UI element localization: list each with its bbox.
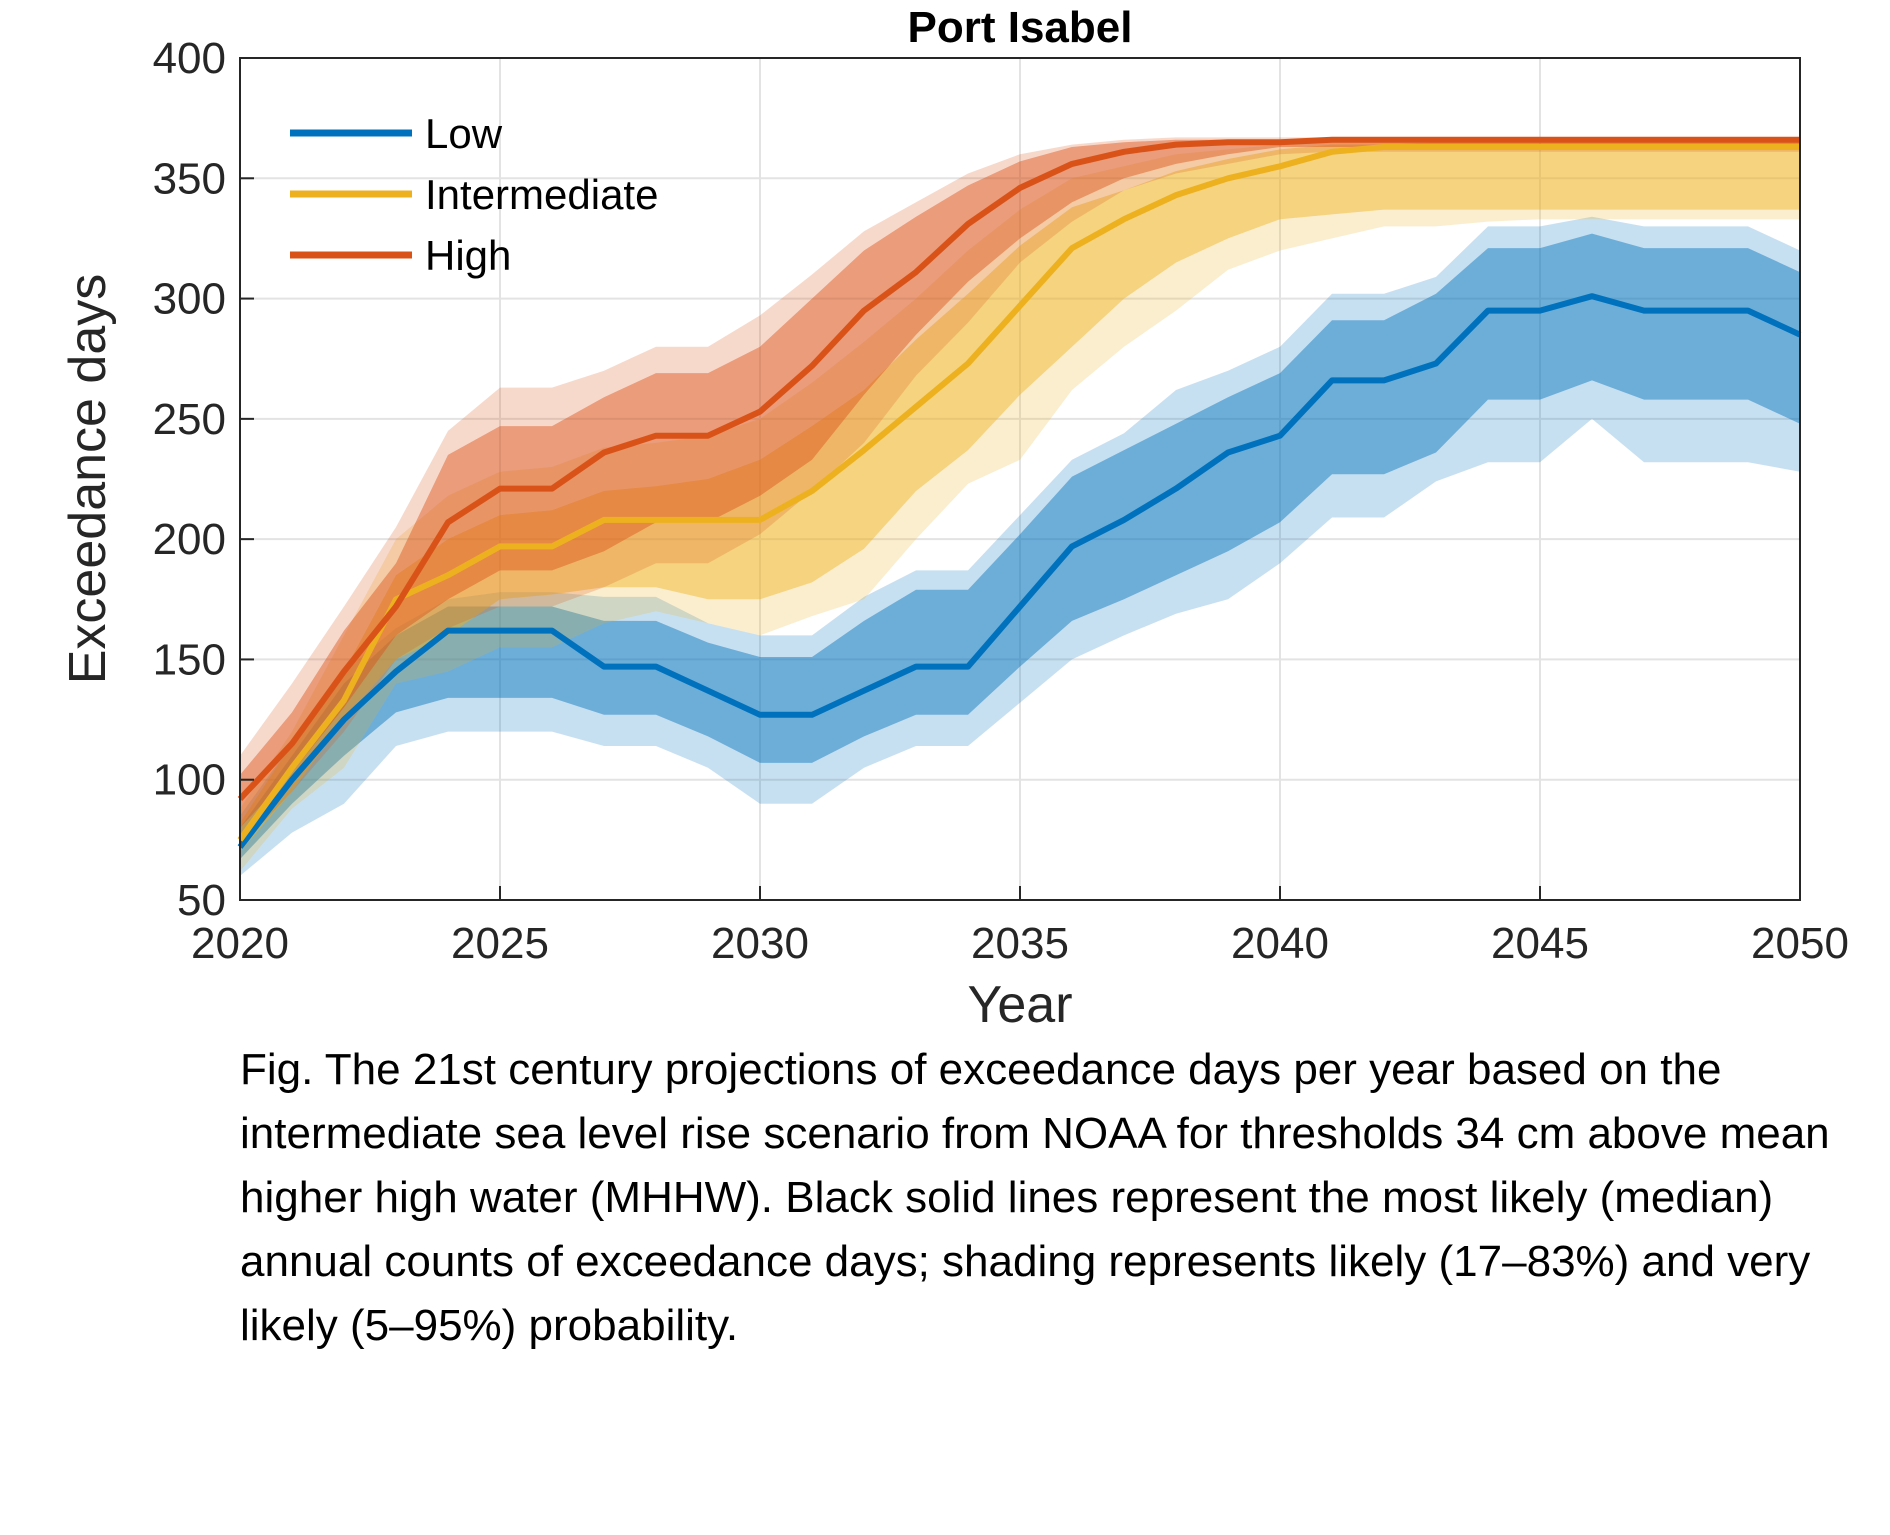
band-very-likely-intermediate xyxy=(240,139,1800,872)
y-axis-label: Exceedance days xyxy=(59,274,117,685)
chart-title: Port Isabel xyxy=(908,3,1133,52)
band-likely-high xyxy=(240,139,1800,828)
legend: Low Intermediate High xyxy=(290,110,658,279)
x-tick-label: 2045 xyxy=(1491,919,1589,968)
median-line-intermediate xyxy=(237,144,1800,842)
chart-container: 2020 2025 2030 2035 2040 2045 2050 50 100 150 200 2… xyxy=(59,3,1849,1034)
median-lines xyxy=(237,136,1802,849)
band-likely-low xyxy=(240,233,1800,860)
axis-ticks: 2020 2025 2030 2035 2040 2045 2050 50 100 150 200 2… xyxy=(153,34,1849,968)
y-tick-label: 350 xyxy=(153,154,226,203)
x-tick-label: 2025 xyxy=(451,919,549,968)
x-tick-label: 2030 xyxy=(711,919,809,968)
median-line-low xyxy=(237,293,1802,849)
legend-label-intermediate: Intermediate xyxy=(425,171,658,218)
legend-label-low: Low xyxy=(425,110,503,157)
y-tick-label: 300 xyxy=(153,275,226,324)
legend-label-high: High xyxy=(425,232,511,279)
y-tick-label: 150 xyxy=(153,635,226,684)
figure-caption: Fig. The 21st century projections of exc… xyxy=(240,1045,1830,1350)
exceedance-chart: 2020 2025 2030 2035 2040 2045 2050 50 100 150 200 2… xyxy=(59,3,1849,1034)
y-tick-label: 250 xyxy=(153,395,226,444)
y-tick-label: 400 xyxy=(153,34,226,83)
probability-bands xyxy=(240,137,1800,876)
x-tick-label: 2020 xyxy=(191,919,289,968)
grid-lines xyxy=(239,57,1801,901)
x-axis-label: Year xyxy=(967,976,1072,1034)
y-tick-label: 50 xyxy=(177,876,226,925)
x-tick-label: 2050 xyxy=(1751,919,1849,968)
median-line-high xyxy=(237,136,1800,802)
x-tick-label: 2040 xyxy=(1231,919,1329,968)
band-very-likely-low xyxy=(240,216,1800,876)
y-tick-label: 100 xyxy=(153,756,226,805)
band-very-likely-high xyxy=(240,137,1800,848)
band-likely-intermediate xyxy=(240,142,1800,852)
x-tick-label: 2035 xyxy=(971,919,1069,968)
y-tick-label: 200 xyxy=(153,515,226,564)
